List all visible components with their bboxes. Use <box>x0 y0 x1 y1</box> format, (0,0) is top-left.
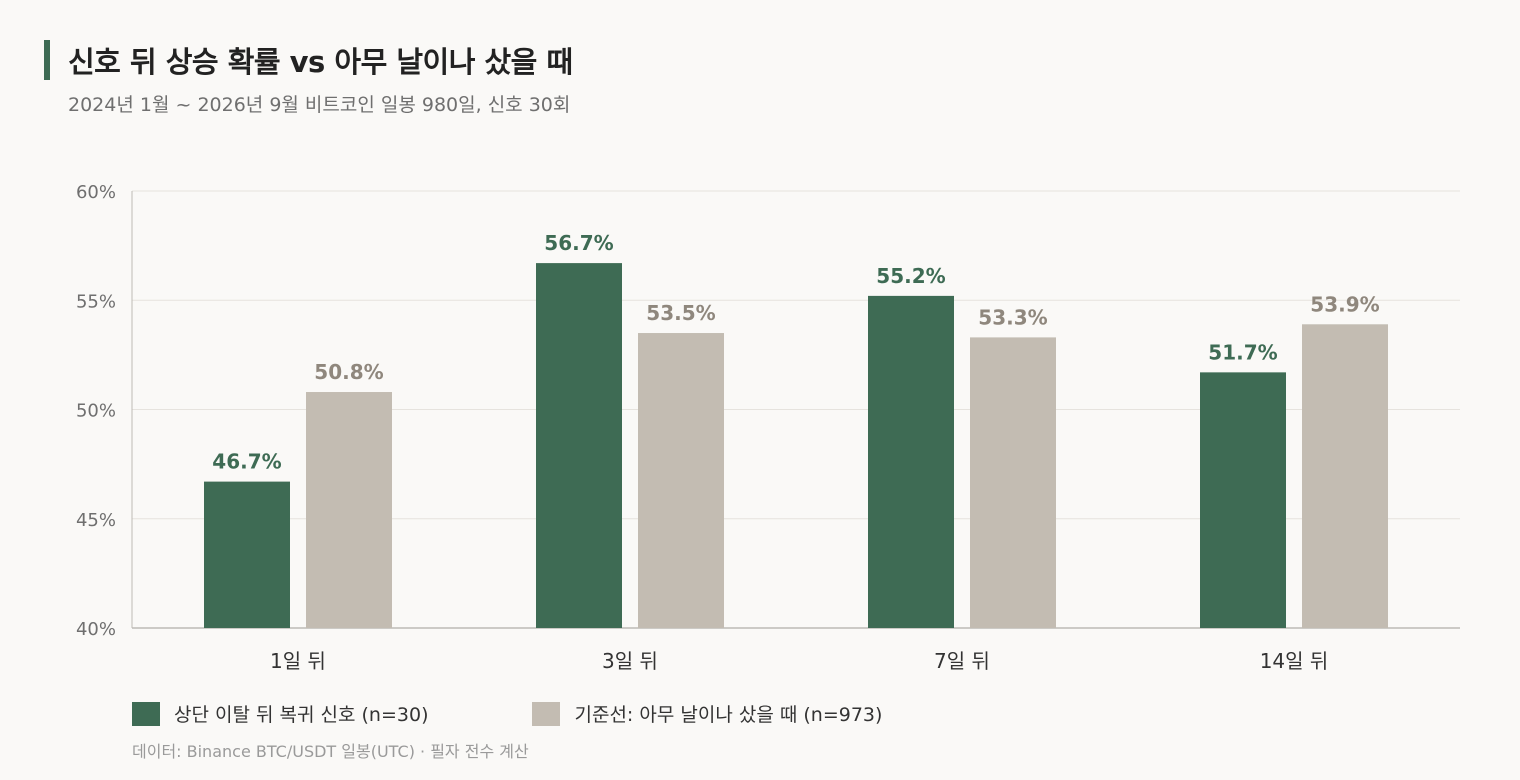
bar-signal <box>1200 372 1286 628</box>
bar-baseline <box>306 392 392 628</box>
data-label-baseline: 53.9% <box>1310 292 1379 316</box>
legend-swatch-baseline <box>532 701 561 726</box>
data-label-signal: 56.7% <box>544 231 613 255</box>
legend-item-signal: 상단 이탈 뒤 복귀 신호 (n=30) <box>132 700 428 727</box>
y-tick-label: 40% <box>76 619 116 640</box>
bar-baseline <box>970 337 1056 628</box>
legend: 상단 이탈 뒤 복귀 신호 (n=30) 기준선: 아무 날이나 샀을 때 (n… <box>132 700 986 727</box>
bar-signal <box>868 295 954 628</box>
title-block: 신호 뒤 상승 확률 vs 아무 날이나 샀을 때 <box>44 40 573 80</box>
y-tick-label: 55% <box>76 291 116 312</box>
data-label-signal: 51.7% <box>1208 340 1277 364</box>
data-label-signal: 55.2% <box>876 264 945 288</box>
bar-signal <box>536 263 622 628</box>
data-label-baseline: 53.5% <box>646 301 715 325</box>
x-category-label: 7일 뒤 <box>934 649 990 673</box>
data-label-baseline: 50.8% <box>314 360 383 384</box>
y-tick-label: 45% <box>76 510 116 531</box>
bar-baseline <box>1302 324 1388 628</box>
title-accent-bar <box>44 40 50 80</box>
data-label-signal: 46.7% <box>212 450 281 474</box>
y-tick-label: 60% <box>76 182 116 203</box>
bar-signal <box>204 481 290 628</box>
x-category-label: 1일 뒤 <box>270 649 326 673</box>
legend-label-signal: 상단 이탈 뒤 복귀 신호 (n=30) <box>174 704 429 726</box>
data-label-baseline: 53.3% <box>978 305 1047 329</box>
legend-swatch-signal <box>132 701 160 726</box>
chart-subtitle: 2024년 1월 ~ 2026년 9월 비트코인 일봉 980일, 신호 30회 <box>68 94 571 116</box>
x-category-label: 3일 뒤 <box>602 649 658 673</box>
y-tick-label: 50% <box>76 401 116 422</box>
legend-item-baseline: 기준선: 아무 날이나 샀을 때 (n=973) <box>532 700 882 727</box>
chart-title: 신호 뒤 상승 확률 vs 아무 날이나 샀을 때 <box>68 45 573 79</box>
data-source-footnote: 데이터: Binance BTC/USDT 일봉(UTC) · 필자 전수 계산 <box>132 742 529 761</box>
bar-baseline <box>638 333 724 628</box>
x-category-label: 14일 뒤 <box>1260 649 1329 673</box>
legend-label-baseline: 기준선: 아무 날이나 샀을 때 (n=973) <box>574 704 883 726</box>
